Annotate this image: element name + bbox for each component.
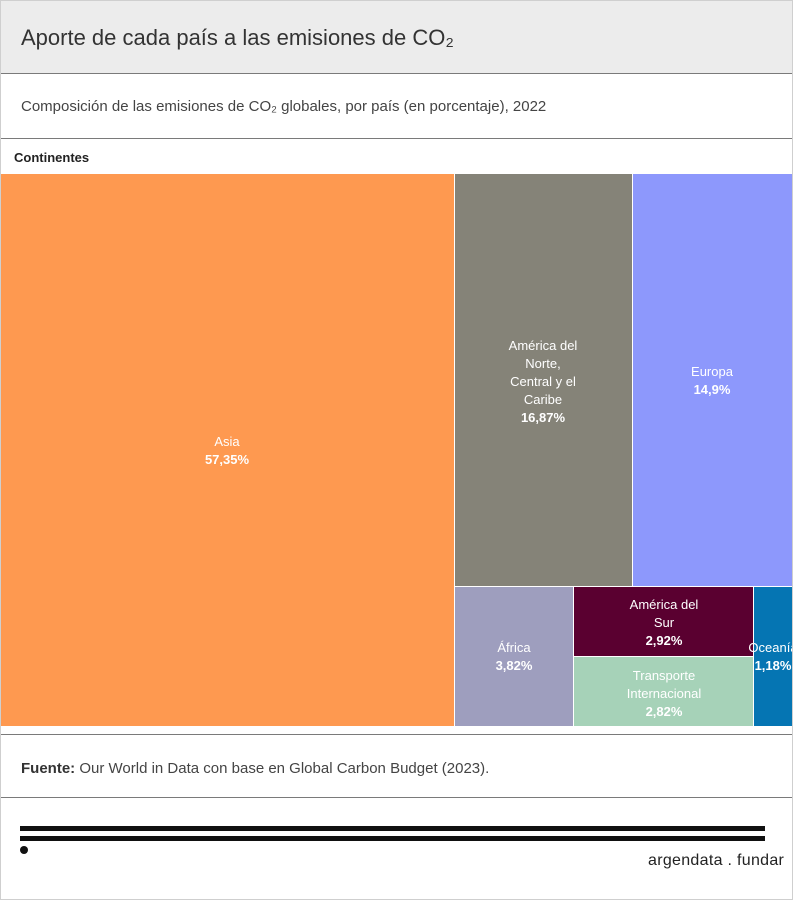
treemap-cell-américa-del-norte-central-y-el-caribe[interactable] <box>455 174 632 586</box>
treemap-label: Oceanía 1,18% <box>748 640 793 673</box>
treemap-value-label: 2,92% <box>646 633 683 648</box>
treemap-label: América del Sur 2,92% <box>630 597 699 648</box>
treemap-label: Europa 14,9% <box>691 364 734 397</box>
treemap-value-label: 1,18% <box>755 658 792 673</box>
treemap-cell-áfrica[interactable] <box>455 587 573 726</box>
treemap-label-line: Transporte <box>633 668 695 683</box>
brand-name: argendata . fundar <box>648 852 785 869</box>
source-note: Fuente: Our World in Data con base en Gl… <box>21 760 489 777</box>
treemap-label-line: Europa <box>691 364 734 379</box>
treemap-label-line: Internacional <box>627 686 702 701</box>
treemap-label-line: Oceanía <box>748 640 793 655</box>
treemap-label-line: Norte, <box>525 356 560 371</box>
treemap-cell-asia[interactable] <box>1 174 454 726</box>
chart-title: Aporte de cada país a las emisiones de C… <box>21 25 454 50</box>
treemap-label-line: Asia <box>214 434 240 449</box>
treemap-label-line: América del <box>509 338 578 353</box>
treemap-label-line: América del <box>630 597 699 612</box>
treemap-label: Asia 57,35% <box>205 434 250 467</box>
treemap-value-label: 2,82% <box>646 704 683 719</box>
treemap-label-line: Sur <box>654 615 675 630</box>
logo-line-bottom <box>20 836 765 841</box>
source-label: Fuente: <box>21 760 76 777</box>
treemap-label-line: África <box>497 640 531 655</box>
treemap-cell-oceanía[interactable] <box>754 587 792 726</box>
logo-line-top <box>20 826 765 831</box>
treemap-label: Transporte Internacional 2,82% <box>627 668 702 719</box>
treemap-cell-transporte-internacional[interactable] <box>574 657 753 726</box>
chart-header: Aporte de cada país a las emisiones de C… <box>1 1 792 74</box>
treemap-value-label: 57,35% <box>205 452 250 467</box>
treemap-value-label: 14,9% <box>694 382 731 397</box>
logo-graphic <box>20 826 765 856</box>
chart-subtitle: Composición de las emisiones de CO₂ glob… <box>21 98 547 115</box>
source-band: Fuente: Our World in Data con base en Gl… <box>1 734 792 798</box>
treemap-cell-américa-del-sur[interactable] <box>574 587 753 656</box>
treemap-value-label: 3,82% <box>496 658 533 673</box>
treemap-label-line: Central y el <box>510 374 576 389</box>
treemap-label: América del Norte, Central y el Caribe 16,87… <box>509 338 578 425</box>
treemap-label-line: Caribe <box>524 392 562 407</box>
source-text: Our World in Data con base en Global Car… <box>79 760 490 777</box>
subtitle-band: Composición de las emisiones de CO₂ glob… <box>1 74 792 139</box>
treemap-value-label: 16,87% <box>521 410 566 425</box>
group-label: Continentes <box>14 150 90 165</box>
logo-dot <box>20 846 28 854</box>
treemap-label: África 3,82% <box>496 640 533 673</box>
treemap-cell-europa[interactable] <box>633 174 792 586</box>
